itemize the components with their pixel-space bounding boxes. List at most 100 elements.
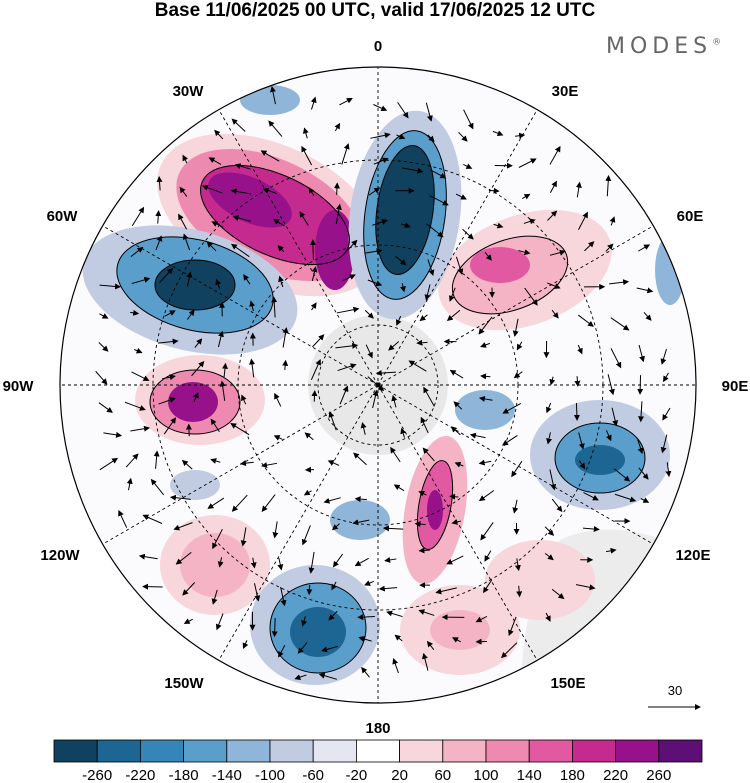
colorbar-swatch [226, 739, 271, 763]
wind-arrow [335, 203, 342, 224]
wind-arrow [232, 215, 251, 222]
wind-arrow [643, 311, 652, 321]
wind-arrow [575, 181, 582, 198]
wind-arrow [153, 450, 160, 469]
wind-vectors [95, 85, 672, 680]
wind-arrow [372, 389, 379, 409]
lon-label-0: 0 [374, 38, 382, 55]
lon-label-180: 180 [365, 720, 390, 737]
lon-label-120w: 120W [40, 547, 80, 564]
wind-arrow [318, 672, 338, 680]
wind-arrow [418, 547, 430, 554]
wind-arrow [637, 439, 644, 455]
wind-arrow [131, 371, 150, 381]
wind-arrow [278, 275, 284, 288]
colorbar-swatch [485, 739, 530, 763]
wind-arrow [613, 468, 631, 482]
wind-arrow [446, 555, 464, 565]
wind-arrow [273, 435, 283, 441]
colorbar-label: 220 [603, 767, 628, 783]
wind-arrow [368, 187, 381, 196]
lon-label-120e: 120E [675, 547, 710, 564]
lon-label-90e: 90E [722, 378, 749, 395]
reference-vector-value: 30 [668, 683, 682, 698]
wind-arrow [328, 411, 337, 431]
wind-arrow [212, 528, 223, 550]
wind-arrow [310, 96, 317, 110]
wind-arrow [421, 652, 429, 671]
wind-arrow [339, 97, 353, 106]
wind-arrow [191, 360, 205, 377]
wind-arrow [426, 640, 435, 650]
wind-arrow [549, 180, 557, 194]
colorbar-swatch [615, 739, 660, 763]
wind-arrow [155, 235, 163, 251]
wind-arrow [458, 131, 468, 142]
wind-arrow [277, 245, 285, 253]
wind-arrow [418, 491, 427, 497]
wind-arrow [270, 85, 276, 105]
wind-arrow [605, 243, 614, 252]
wind-arrow [640, 497, 650, 503]
wind-arrow [391, 394, 398, 408]
wind-arrow [483, 579, 493, 594]
wind-arrow [449, 493, 459, 500]
wind-arrow [395, 255, 407, 266]
wind-arrow [394, 634, 403, 642]
wind-arrow [478, 490, 495, 502]
wind-arrow [98, 402, 113, 413]
wind-arrow [99, 457, 119, 471]
wind-arrow [372, 219, 388, 226]
wind-arrow [274, 392, 282, 407]
wind-arrow [217, 330, 224, 348]
colorbar-label: -220 [125, 767, 155, 783]
wind-arrow [353, 452, 367, 466]
wind-arrow [310, 302, 317, 311]
wind-arrow [516, 341, 523, 351]
wind-arrow [638, 467, 649, 480]
wind-arrow [155, 210, 162, 224]
wind-arrow [435, 587, 457, 595]
wind-arrow [400, 427, 407, 438]
wind-arrow [583, 526, 600, 533]
wind-arrow [393, 484, 405, 492]
wind-arrow [201, 184, 223, 194]
colorbar-swatch [312, 739, 357, 763]
wind-arrow [301, 145, 313, 166]
wind-arrow [665, 462, 672, 478]
wind-arrow [230, 243, 250, 258]
wind-arrow [493, 222, 504, 229]
wind-arrow [547, 210, 558, 221]
wind-arrow [268, 120, 283, 137]
colorbar-label: -100 [255, 767, 285, 783]
wind-arrow [282, 359, 289, 371]
wind-arrow [478, 395, 493, 402]
colorbar-swatch [528, 739, 573, 763]
colorbar-swatch [139, 739, 184, 763]
wind-arrow [610, 317, 630, 331]
wind-arrow [211, 221, 224, 228]
wind-arrow [194, 338, 203, 348]
wind-arrow [605, 547, 617, 554]
wind-arrow [400, 283, 406, 293]
wind-arrow [182, 233, 191, 251]
wind-arrow [426, 223, 444, 238]
wind-arrow [512, 499, 519, 514]
wind-arrow [354, 496, 367, 503]
wind-arrow [342, 274, 356, 282]
wind-arrow [339, 385, 349, 405]
wind-arrow [638, 244, 651, 252]
wind-arrow [418, 609, 435, 616]
wind-arrow [277, 557, 284, 571]
wind-arrow [130, 425, 150, 432]
wind-arrow [463, 109, 474, 130]
wind-arrow [336, 306, 360, 314]
wind-arrow [574, 376, 581, 387]
wind-arrow [480, 342, 491, 348]
brand-name: MODES [606, 34, 713, 59]
wind-arrow [583, 492, 599, 501]
wind-arrow [578, 460, 586, 470]
wind-arrow [662, 407, 671, 421]
wind-arrow [480, 522, 494, 541]
wind-arrow [454, 461, 464, 468]
